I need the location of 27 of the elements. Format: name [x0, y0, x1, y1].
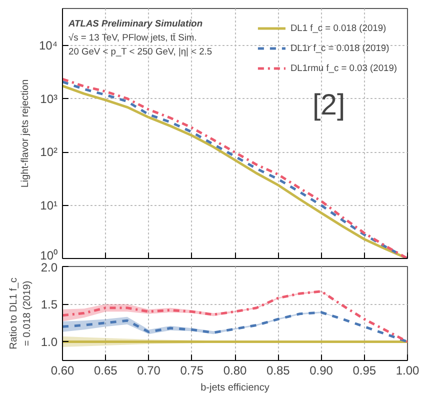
x-tick-label: 1.00	[396, 364, 420, 378]
y-axis-title: Light-flavor jets rejection	[20, 79, 31, 188]
x-tick-label: 0.90	[310, 364, 334, 378]
annotation: [2]	[312, 88, 346, 122]
x-tick-label: 0.85	[266, 364, 290, 378]
x-tick-label: 0.75	[180, 364, 204, 378]
y-tick-label: 10⁴	[38, 38, 58, 53]
y-tick-label: 10⁰	[40, 248, 58, 262]
y-tick-label: 2.0	[40, 260, 58, 274]
legend-label: DL1 f_c = 0.018 (2019)	[290, 22, 386, 35]
annotation: ATLAS Preliminary Simulation	[68, 18, 203, 28]
x-tick-label: 0.80	[223, 364, 248, 378]
y-tick-label: 1.5	[40, 298, 58, 312]
y-tick-label: 10²	[40, 145, 58, 160]
y-tick-label: 10¹	[40, 198, 58, 212]
y-tick-label: 10³	[40, 92, 58, 106]
x-axis-title: b-jets efficiency	[200, 382, 270, 394]
x-tick-label: 0.95	[352, 364, 376, 378]
x-tick-label: 0.70	[137, 364, 161, 378]
annotation: √s = 13 TeV, PFlow jets, tt̄ Sim.	[68, 32, 197, 42]
y-tick-label: 1.0	[40, 335, 58, 350]
x-tick-label: 0.60	[50, 364, 75, 378]
legend-label: DL1rmu f_c = 0.03 (2019)	[290, 62, 397, 75]
x-tick-label: 0.65	[94, 364, 118, 378]
y-axis-title: Ratio to DL1 f_c = 0.018 (2019)	[8, 278, 33, 350]
legend-label: DL1r f_c = 0.018 (2019)	[290, 42, 390, 55]
annotation: 20 GeV < p_T < 250 GeV, |η| < 2.5	[68, 46, 212, 56]
